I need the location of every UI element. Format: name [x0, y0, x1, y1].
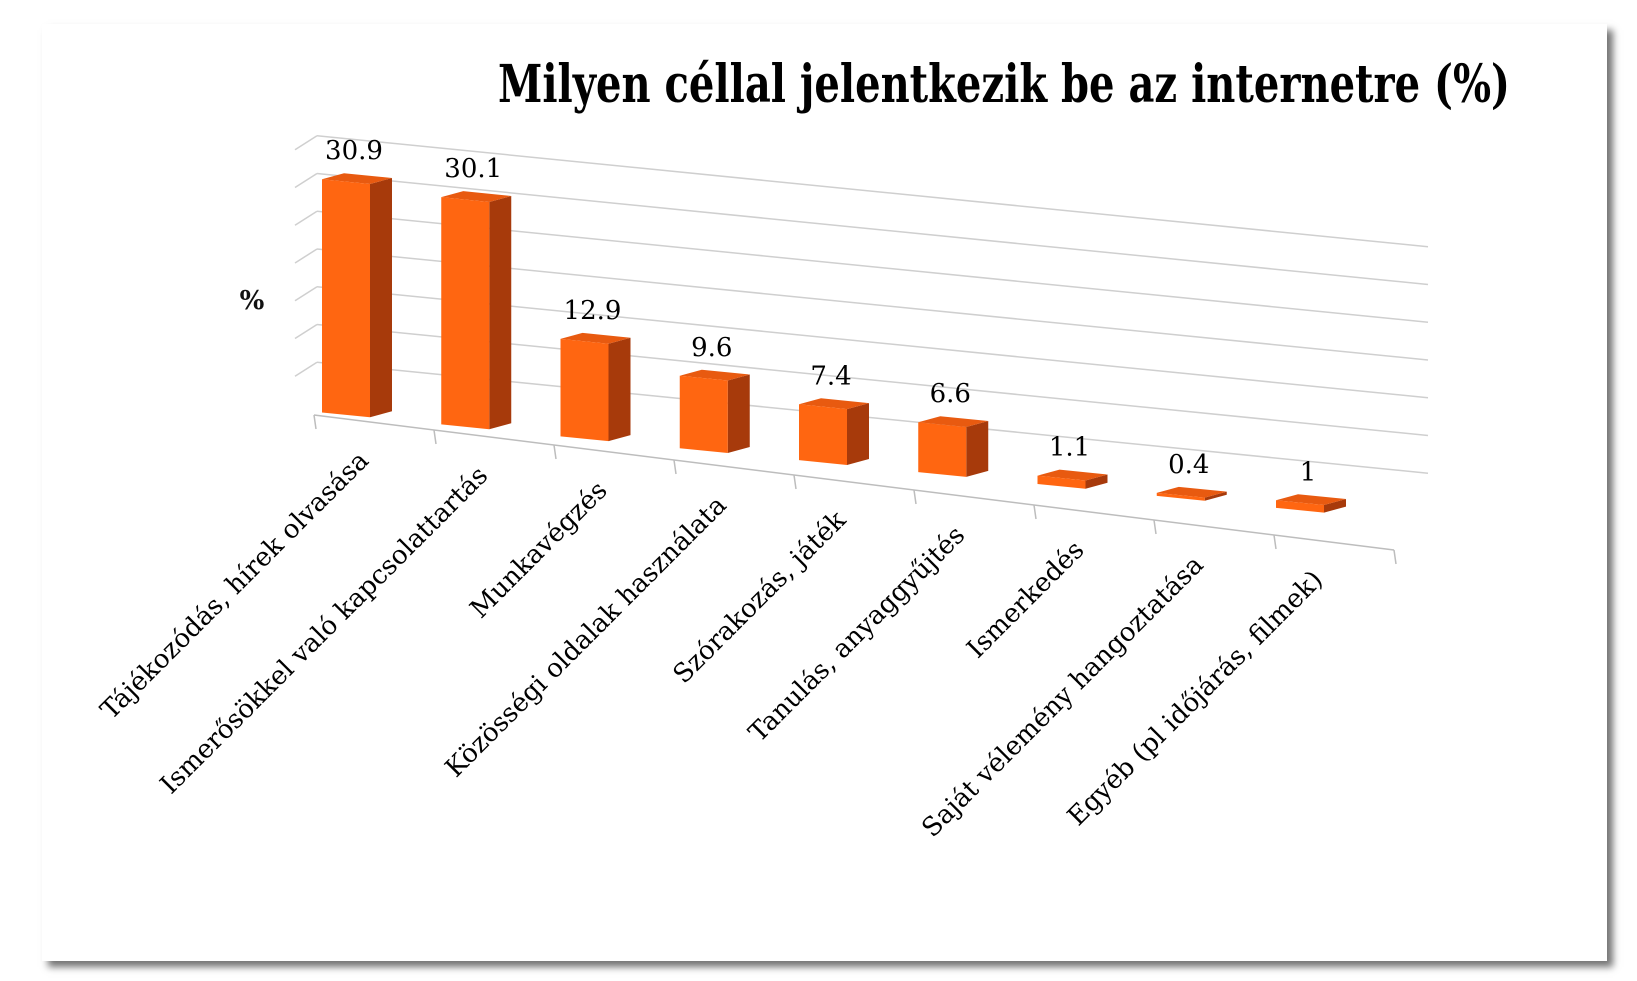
bar-side: [847, 403, 869, 465]
category-label: Közösségi oldalak használata: [440, 490, 733, 783]
bar: [679, 369, 750, 454]
chart-title: Milyen céllal jelentkezik be az internet…: [498, 54, 1510, 115]
bar: [1156, 486, 1227, 501]
bar-side: [1085, 474, 1108, 489]
bar-top: [1156, 486, 1227, 498]
data-label: 6.6: [930, 379, 971, 409]
category-label: Saját vélemény hangoztatása: [916, 550, 1209, 843]
bar-chart: Milyen céllal jelentkezik be az internet…: [95, 54, 1510, 844]
data-label: 1.1: [1049, 433, 1090, 463]
bar-top: [918, 416, 989, 428]
x-axis: [313, 414, 1397, 565]
category-label: Munkavégzés: [465, 476, 614, 625]
gridline-tick: [294, 248, 318, 264]
bar-front: [918, 422, 967, 477]
bar: [322, 173, 392, 418]
x-axis-tick: [1153, 519, 1157, 535]
bar-side: [608, 337, 631, 442]
x-axis-tick: [313, 414, 317, 430]
data-label: 9.6: [691, 333, 732, 363]
data-labels: 30.9 30.1 12.9 9.6 7.4 6.6 1.1 0.4 1: [325, 136, 1316, 487]
bar: [560, 332, 631, 442]
bar-side: [370, 178, 392, 418]
data-label: 30.9: [325, 136, 383, 166]
data-label: 7.4: [810, 361, 851, 391]
data-label: 30.1: [444, 154, 502, 184]
data-label: 12.9: [564, 296, 622, 326]
x-axis-tick: [553, 444, 557, 460]
gridline: [316, 135, 1429, 248]
gridline: [316, 172, 1429, 286]
bar-side: [1324, 499, 1346, 513]
bar-side: [1204, 491, 1227, 501]
bar-front: [799, 404, 847, 465]
bar: [1276, 494, 1346, 513]
category-label: Tanulás, anyaggyűjtés: [743, 520, 971, 748]
bar: [918, 416, 989, 477]
x-axis-tick: [433, 429, 437, 445]
chart-card: Milyen céllal jelentkezik be az internet…: [42, 24, 1607, 961]
gridline-tick: [294, 323, 318, 340]
gridline-tick: [294, 210, 318, 226]
bar-top: [679, 369, 750, 381]
bar-front: [1276, 500, 1324, 513]
bar-front: [441, 197, 490, 430]
bar-front: [322, 179, 370, 418]
x-axis-tick: [793, 474, 797, 490]
bar: [441, 191, 512, 430]
x-axis-tick: [1033, 504, 1037, 520]
bar-side: [966, 421, 989, 477]
bar-front: [1037, 475, 1086, 489]
gridline-tick: [294, 135, 318, 151]
bar-front: [560, 338, 609, 442]
bar-side: [489, 195, 512, 430]
x-axis-tick: [673, 459, 677, 475]
bar-top: [560, 332, 631, 344]
x-axis-tick: [913, 489, 917, 505]
bar: [799, 398, 869, 465]
data-label: 0.4: [1168, 450, 1209, 480]
category-label: Egyéb (pl időjárás, filmek): [1062, 565, 1329, 832]
y-axis-label: %: [240, 286, 265, 316]
x-axis-line: [313, 414, 1395, 551]
bar-top: [322, 173, 392, 185]
category-label: Ismerkedés: [961, 535, 1090, 664]
bar-top: [1037, 469, 1108, 481]
bar-top: [1276, 494, 1346, 506]
bar-front: [679, 375, 728, 454]
x-axis-tick: [1393, 549, 1397, 565]
gridline-tick: [294, 361, 318, 377]
category-label: Tájékozódás, hírek olvasása: [95, 446, 375, 726]
data-label: 1: [1300, 457, 1317, 487]
bar: [1037, 469, 1108, 489]
bar-front: [1156, 492, 1205, 501]
gridline-tick: [294, 286, 318, 302]
x-axis-tick: [1273, 534, 1277, 550]
bar-top: [799, 398, 869, 410]
bar-side: [727, 374, 750, 454]
gridline-tick: [294, 172, 318, 189]
category-labels: Tájékozódás, hírek olvasásaIsmerősökkel …: [95, 446, 1329, 844]
bars: [322, 173, 1346, 513]
bar-top: [441, 191, 512, 202]
